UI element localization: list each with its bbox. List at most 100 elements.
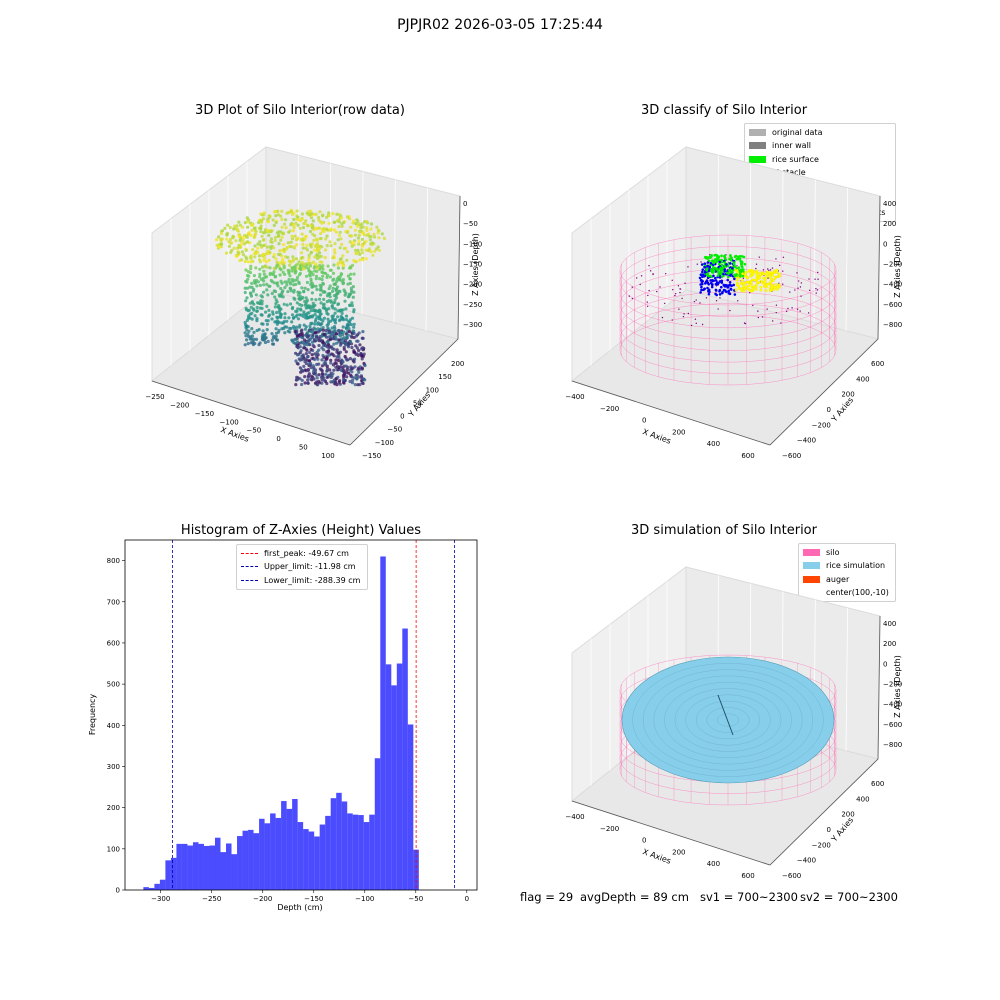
data-point (344, 314, 349, 318)
data-point (294, 337, 298, 341)
data-point (309, 361, 313, 365)
data-point (347, 327, 351, 331)
data-point (245, 318, 249, 322)
data-point (262, 290, 266, 294)
data-point (306, 288, 310, 292)
data-point (314, 284, 318, 288)
simulation-y-tick-label: −200 (812, 841, 831, 849)
data-point (278, 307, 282, 311)
data-point (306, 381, 310, 385)
data-point (302, 290, 306, 294)
data-point (336, 315, 340, 319)
data-point (331, 380, 335, 384)
data-point (348, 320, 352, 324)
data-point (261, 252, 265, 256)
data-point (309, 374, 313, 378)
raw-z-tick-label: −300 (463, 321, 482, 329)
data-point (303, 286, 307, 290)
raw-z-tick-label: −100 (463, 240, 482, 248)
data-point (312, 238, 316, 242)
data-point (305, 348, 309, 352)
data-point (352, 310, 356, 314)
simulation-y-tick-label: 0 (827, 826, 831, 834)
data-point (338, 274, 342, 279)
data-point (339, 272, 343, 276)
data-point (299, 307, 303, 311)
data-point (341, 264, 345, 268)
data-point (345, 375, 349, 379)
data-point (285, 325, 289, 329)
data-point (360, 251, 364, 255)
data-point (261, 322, 265, 326)
data-point (318, 337, 322, 341)
data-point (340, 242, 344, 246)
data-point (326, 349, 330, 353)
data-point (220, 237, 224, 241)
data-point (310, 242, 314, 246)
raw-x-tick-label: 50 (299, 444, 308, 452)
raw-z-tick-label: −200 (463, 281, 482, 289)
data-point (261, 333, 265, 337)
data-point (334, 332, 338, 336)
data-point (307, 256, 311, 260)
data-point (325, 275, 329, 279)
data-point (277, 304, 281, 308)
simulation-y-tick-label: 200 (841, 811, 854, 819)
data-point (376, 228, 381, 232)
data-point (237, 235, 241, 239)
data-point (324, 372, 328, 376)
data-point (331, 271, 336, 275)
data-point (232, 246, 236, 250)
data-point (301, 336, 305, 340)
raw-point-cloud (215, 208, 386, 387)
data-point (295, 262, 300, 266)
raw-x-tick-label: −100 (220, 418, 239, 426)
data-point (278, 273, 282, 277)
data-point (351, 295, 355, 299)
data-point (340, 279, 344, 283)
data-point (309, 377, 313, 381)
data-point (267, 308, 271, 312)
data-point (297, 291, 301, 295)
data-point (306, 378, 310, 382)
data-point (352, 272, 356, 276)
data-point (325, 311, 329, 315)
data-point (359, 352, 363, 356)
data-point (361, 231, 366, 235)
data-point (344, 343, 348, 347)
data-point (257, 328, 261, 332)
data-point (351, 378, 355, 382)
data-point (297, 357, 301, 361)
data-point (362, 241, 366, 245)
data-point (309, 250, 313, 254)
data-point (283, 331, 287, 335)
data-point (243, 331, 247, 335)
data-point (341, 254, 345, 258)
data-point (292, 290, 296, 294)
data-point (249, 233, 253, 237)
data-point (351, 240, 355, 244)
data-point (265, 282, 269, 286)
data-point (313, 312, 317, 317)
data-point (295, 275, 300, 279)
data-point (361, 346, 365, 350)
data-point (352, 325, 356, 329)
data-point (373, 249, 377, 253)
data-point (336, 266, 340, 270)
data-point (288, 263, 292, 267)
raw-z-tick-label: −150 (463, 261, 482, 269)
data-point (282, 243, 286, 247)
figure-title: PJPJR02 2026-03-05 17:25:44 (397, 17, 603, 33)
data-point (358, 343, 362, 347)
simulation-x-tick-label: −400 (565, 813, 584, 821)
data-point (259, 226, 263, 230)
data-point (258, 275, 262, 279)
data-point (329, 244, 333, 248)
data-point (249, 264, 253, 268)
data-point (282, 247, 286, 252)
data-point (271, 336, 275, 340)
data-point (260, 295, 264, 299)
data-point (247, 308, 251, 312)
data-point (318, 283, 322, 287)
grid-line (329, 163, 332, 307)
